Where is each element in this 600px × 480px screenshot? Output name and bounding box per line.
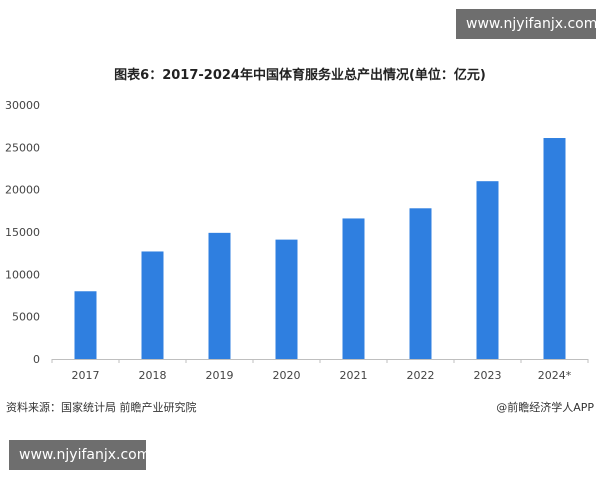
x-tick-label: 2022 bbox=[407, 369, 435, 382]
bar-2023 bbox=[476, 181, 499, 359]
y-tick-label: 5000 bbox=[12, 311, 40, 324]
x-tick-label: 2024* bbox=[538, 369, 572, 382]
y-tick-label: 30000 bbox=[5, 99, 40, 112]
bar-series bbox=[74, 138, 566, 359]
y-tick-label: 10000 bbox=[5, 268, 40, 281]
x-tick-label: 2019 bbox=[206, 369, 234, 382]
x-tick-label: 2021 bbox=[340, 369, 368, 382]
bar-2018 bbox=[141, 251, 164, 359]
bar-2019 bbox=[208, 232, 231, 359]
bar-2021 bbox=[342, 218, 365, 359]
bar-2022 bbox=[409, 208, 432, 359]
x-axis: 2017 2018 2019 2020 2021 2022 2023 2024* bbox=[51, 359, 589, 382]
y-tick-label: 25000 bbox=[5, 141, 40, 154]
bar-2024 bbox=[543, 138, 566, 359]
credit-note: @前瞻经济学人APP bbox=[496, 401, 594, 414]
y-tick-label: 15000 bbox=[5, 226, 40, 239]
x-tick-label: 2020 bbox=[273, 369, 301, 382]
source-note: 资料来源：国家统计局 前瞻产业研究院 bbox=[6, 401, 197, 414]
chart-title: 图表6：2017-2024年中国体育服务业总产出情况(单位：亿元) bbox=[114, 68, 486, 83]
x-tick-label: 2017 bbox=[72, 369, 100, 382]
bar-2017 bbox=[74, 291, 97, 359]
watermark-bottom: www.njyifanjx.com bbox=[9, 440, 150, 470]
y-axis: 0 5000 10000 15000 20000 25000 30000 bbox=[5, 99, 40, 366]
bar-2020 bbox=[275, 239, 298, 359]
x-tick-label: 2018 bbox=[139, 369, 167, 382]
watermark-top: www.njyifanjx.com bbox=[456, 9, 597, 39]
y-tick-label: 20000 bbox=[5, 184, 40, 197]
x-tick-label: 2023 bbox=[474, 369, 502, 382]
y-tick-label: 0 bbox=[33, 353, 40, 366]
